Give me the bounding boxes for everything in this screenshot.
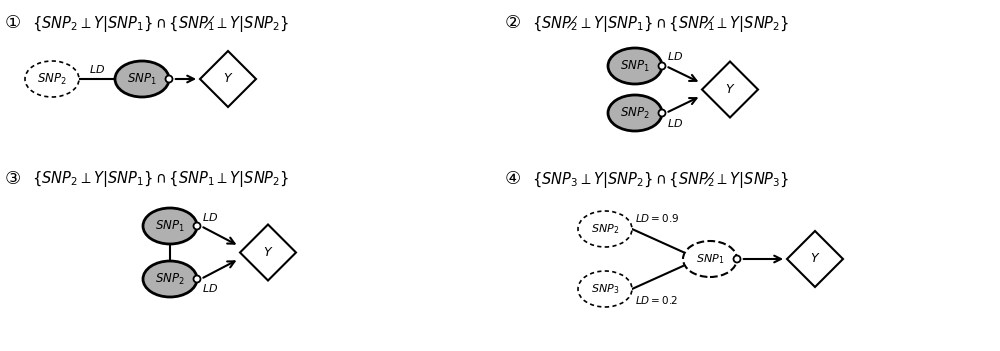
Text: $\mathit{LD}$: $\mathit{LD}$ <box>202 211 218 223</box>
Polygon shape <box>702 61 758 118</box>
Text: ②: ② <box>505 14 521 32</box>
Ellipse shape <box>115 61 169 97</box>
Text: $\mathit{SNP}_2$: $\mathit{SNP}_2$ <box>620 105 650 120</box>
Text: $\mathit{SNP}_2$: $\mathit{SNP}_2$ <box>155 271 185 286</box>
Text: $\mathit{LD}$: $\mathit{LD}$ <box>667 50 683 62</box>
Ellipse shape <box>25 61 79 97</box>
Circle shape <box>658 62 665 69</box>
Circle shape <box>166 75 173 82</box>
Text: $\{SNP_2 \perp Y|SNP_1\} \cap \{SNP_1 \perp Y|SNP_2\}$: $\{SNP_2 \perp Y|SNP_1\} \cap \{SNP_1 \p… <box>32 169 289 189</box>
Circle shape <box>194 223 200 230</box>
Ellipse shape <box>143 261 197 297</box>
Text: $\mathit{SNP}_1$: $\mathit{SNP}_1$ <box>155 218 185 233</box>
Text: $\mathit{Y}$: $\mathit{Y}$ <box>725 83 735 96</box>
Text: $\{SNP_2 \not\perp Y|SNP_1\} \cap \{SNP_1 \not\perp Y|SNP_2\}$: $\{SNP_2 \not\perp Y|SNP_1\} \cap \{SNP_… <box>532 13 789 33</box>
Text: $\mathit{SNP}_1$: $\mathit{SNP}_1$ <box>127 72 157 87</box>
Ellipse shape <box>608 48 662 84</box>
Text: $\mathit{Y}$: $\mathit{Y}$ <box>263 246 273 259</box>
Text: $\mathit{LD}$: $\mathit{LD}$ <box>667 117 683 129</box>
Polygon shape <box>240 225 296 280</box>
Text: ③: ③ <box>5 170 21 188</box>
Text: $\mathit{LD}=0.9$: $\mathit{LD}=0.9$ <box>635 212 679 224</box>
Text: $\mathit{SNP}_2$: $\mathit{SNP}_2$ <box>591 222 619 236</box>
Polygon shape <box>200 51 256 107</box>
Text: ①: ① <box>5 14 21 32</box>
Polygon shape <box>787 231 843 287</box>
Circle shape <box>733 256 740 263</box>
Text: $\mathit{LD}=0.2$: $\mathit{LD}=0.2$ <box>635 294 678 306</box>
Ellipse shape <box>608 95 662 131</box>
Circle shape <box>658 110 665 117</box>
Ellipse shape <box>143 208 197 244</box>
Circle shape <box>194 276 200 283</box>
Ellipse shape <box>578 211 632 247</box>
Text: $\mathit{SNP}_3$: $\mathit{SNP}_3$ <box>591 282 619 296</box>
Ellipse shape <box>578 271 632 307</box>
Text: $\mathit{LD}$: $\mathit{LD}$ <box>89 63 105 75</box>
Text: $\{SNP_3 \perp Y|SNP_2\} \cap \{SNP_2 \not\perp Y|SNP_3\}$: $\{SNP_3 \perp Y|SNP_2\} \cap \{SNP_2 \n… <box>532 168 789 190</box>
Text: $\{SNP_2 \perp Y|SNP_1\} \cap \{SNP_1 \not\perp Y|SNP_2\}$: $\{SNP_2 \perp Y|SNP_1\} \cap \{SNP_1 \n… <box>32 13 289 33</box>
Text: $\mathit{SNP}_2$: $\mathit{SNP}_2$ <box>37 72 67 87</box>
Text: $\mathit{LD}$: $\mathit{LD}$ <box>202 282 218 294</box>
Ellipse shape <box>683 241 737 277</box>
Text: $\mathit{Y}$: $\mathit{Y}$ <box>223 73 233 86</box>
Text: $\mathit{SNP}_1$: $\mathit{SNP}_1$ <box>696 252 724 266</box>
Text: ④: ④ <box>505 170 521 188</box>
Text: $\mathit{Y}$: $\mathit{Y}$ <box>810 252 820 265</box>
Text: $\mathit{SNP}_1$: $\mathit{SNP}_1$ <box>620 59 650 74</box>
